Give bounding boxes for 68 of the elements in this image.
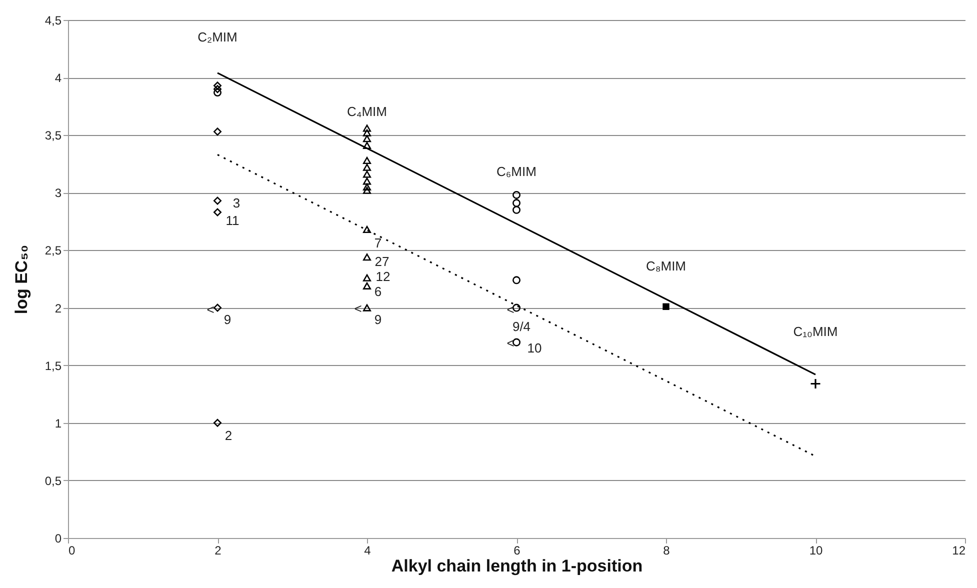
annotation: 27: [374, 254, 390, 270]
x-tick-label: 12: [952, 544, 966, 558]
annotation: 9: [224, 312, 232, 327]
y-tick-label: 3: [54, 186, 62, 200]
annotation: 2: [224, 428, 232, 443]
annotation: 11: [226, 213, 240, 228]
point: [362, 254, 372, 261]
point: [662, 303, 670, 310]
point: [362, 156, 372, 164]
point: [512, 199, 521, 208]
y-tick-label: 4,5: [44, 14, 62, 28]
point: [362, 170, 372, 178]
point: [213, 208, 222, 216]
point: [362, 183, 372, 190]
annotation: C₂MIM: [198, 29, 238, 44]
point: [362, 129, 372, 136]
point: [512, 206, 521, 214]
point: [512, 190, 521, 199]
annotation: 9: [374, 312, 382, 327]
point: [362, 124, 372, 132]
annotation: <: [206, 302, 214, 317]
point: [362, 282, 372, 290]
point: [362, 226, 372, 234]
x-tick-label: 0: [68, 544, 76, 558]
annotation: <: [506, 302, 514, 317]
annotation: 9/4: [512, 318, 531, 334]
point: [213, 88, 222, 97]
y-tick-label: 3,5: [44, 128, 62, 143]
x-tick-label: 8: [663, 544, 670, 558]
annotation: C₈MIM: [646, 258, 686, 274]
x-tick-label: 2: [214, 544, 222, 558]
point: [810, 378, 822, 390]
annotation: <: [506, 335, 514, 350]
annotation: C₄MIM: [347, 104, 387, 120]
point: [213, 304, 222, 312]
annotation: 7: [374, 236, 382, 250]
point: [213, 85, 222, 94]
y-axis-title: log EC₅₀: [12, 244, 31, 314]
y-tick-label: 4: [54, 71, 62, 86]
annotation: 6: [374, 284, 382, 299]
y-tick-label: 1: [54, 416, 62, 430]
point: [362, 178, 372, 185]
y-tick-label: 0: [54, 532, 62, 546]
point: [362, 135, 372, 142]
point: [213, 128, 222, 136]
annotation: <: [354, 300, 362, 316]
x-axis-title: Alkyl chain length in 1-position: [391, 556, 643, 576]
point: [512, 276, 521, 284]
x-tick-label: 6: [514, 544, 521, 558]
point: [213, 196, 222, 205]
annotation: C₆MIM: [496, 164, 536, 179]
point: [362, 164, 372, 171]
point: [362, 186, 372, 194]
annotation: 12: [376, 268, 390, 284]
y-tick-label: 0,5: [44, 474, 62, 488]
annotation: C₁₀MIM: [793, 324, 838, 339]
y-tick-label: 1,5: [44, 358, 62, 373]
y-tick-label: 2,5: [44, 244, 62, 258]
x-tick-label: 10: [809, 544, 823, 558]
point: [362, 274, 372, 282]
point: [213, 418, 222, 427]
point: [362, 142, 372, 150]
point: [362, 304, 372, 312]
y-tick-label: 2: [54, 301, 62, 316]
x-tick-label: 4: [364, 544, 372, 558]
annotation: 3: [232, 196, 240, 211]
annotation: 10: [527, 340, 542, 356]
point: [213, 82, 222, 90]
